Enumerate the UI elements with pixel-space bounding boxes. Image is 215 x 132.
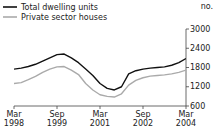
series-line [14,67,186,97]
x-tick [186,106,187,109]
x-tick [14,106,15,109]
legend-label: Private sector houses [21,13,107,22]
legend: Total dwelling unitsPrivate sector house… [3,3,107,22]
y-tick [186,106,189,107]
legend-swatch [3,16,17,18]
y-tick-label: 3000 [190,25,210,34]
x-tick-label: Mar1998 [4,110,24,128]
legend-swatch [3,6,17,8]
series-line [14,54,186,90]
y-tick [186,86,189,87]
chart-container: 6001200180024003000Mar1998Sep1999Mar2001… [0,0,215,132]
y-tick-label: 2400 [190,44,210,53]
x-tick [143,106,144,109]
y-tick [186,67,189,68]
y-tick [186,29,189,30]
x-tick-label: Mar2001 [90,110,110,128]
chart: 6001200180024003000Mar1998Sep1999Mar2001… [0,0,215,132]
y-tick-label: 1800 [190,63,210,72]
y-tick [186,48,189,49]
x-tick-label: Mar2004 [176,110,196,128]
x-tick [100,106,101,109]
y-tick-label: 1200 [190,82,210,91]
x-tick-label: Sep1999 [47,110,67,128]
x-tick [57,106,58,109]
x-tick-label: Sep2002 [133,110,153,128]
legend-label: Total dwelling units [20,3,98,12]
y-axis-label: no. [201,2,213,11]
plot-area [14,54,186,97]
